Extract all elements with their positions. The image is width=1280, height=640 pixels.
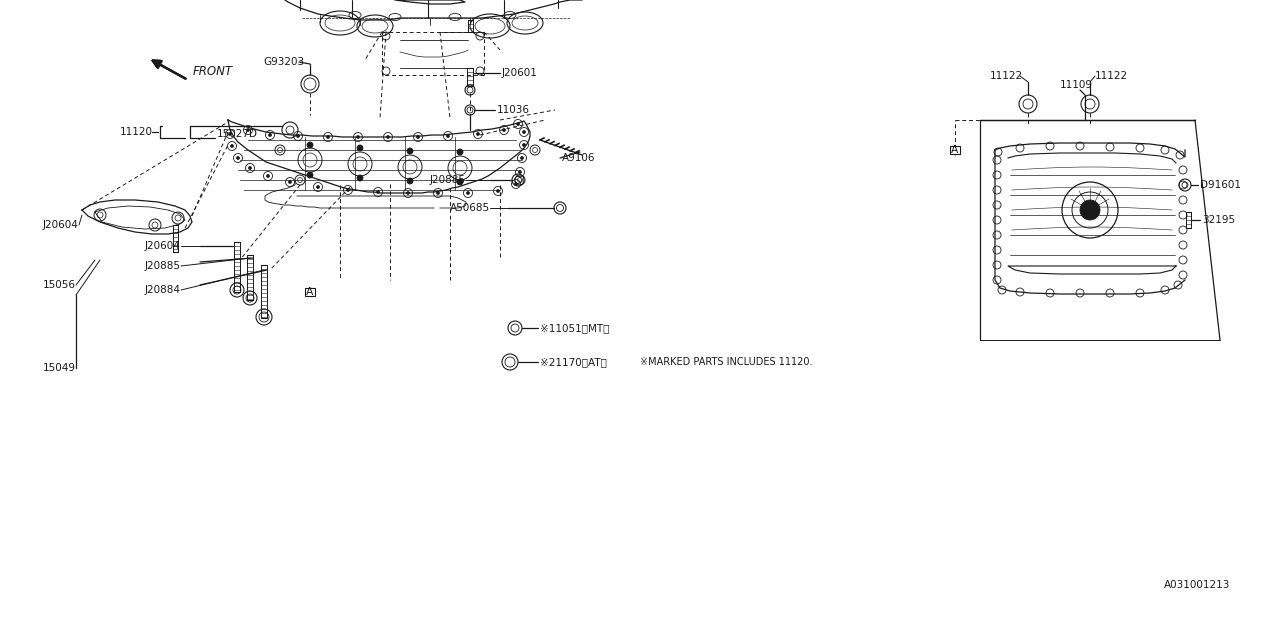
- Circle shape: [307, 142, 314, 148]
- Circle shape: [517, 122, 520, 125]
- Circle shape: [288, 180, 292, 184]
- Circle shape: [269, 134, 271, 136]
- Circle shape: [476, 132, 480, 136]
- Text: A031001213: A031001213: [1164, 580, 1230, 590]
- Text: 32195: 32195: [1202, 215, 1235, 225]
- Text: J20885: J20885: [145, 261, 180, 271]
- Circle shape: [497, 189, 499, 193]
- Text: 11036: 11036: [497, 105, 530, 115]
- Circle shape: [457, 179, 463, 185]
- Text: 11120: 11120: [120, 127, 154, 137]
- Circle shape: [387, 136, 389, 138]
- Circle shape: [416, 136, 420, 138]
- Circle shape: [347, 189, 349, 191]
- Circle shape: [297, 134, 300, 138]
- Text: 15027D: 15027D: [218, 129, 259, 139]
- Text: FRONT: FRONT: [193, 65, 233, 78]
- Text: J20884: J20884: [145, 285, 180, 295]
- Circle shape: [518, 170, 521, 173]
- Circle shape: [447, 134, 449, 138]
- Circle shape: [237, 157, 239, 159]
- Circle shape: [466, 191, 470, 195]
- Circle shape: [357, 145, 364, 151]
- Text: 11109: 11109: [1060, 80, 1093, 90]
- Text: 11122: 11122: [989, 71, 1023, 81]
- Text: G93203: G93203: [262, 57, 305, 67]
- Circle shape: [503, 129, 506, 131]
- Text: J20601: J20601: [502, 68, 538, 78]
- Text: 11122: 11122: [1094, 71, 1128, 81]
- Text: D91601: D91601: [1201, 180, 1242, 190]
- Circle shape: [229, 132, 232, 136]
- Circle shape: [515, 182, 517, 186]
- Circle shape: [266, 175, 270, 177]
- Circle shape: [457, 149, 463, 155]
- Circle shape: [357, 136, 360, 138]
- Circle shape: [247, 129, 250, 131]
- Circle shape: [1080, 200, 1100, 220]
- Circle shape: [522, 143, 526, 147]
- Text: A: A: [951, 145, 959, 155]
- Text: A: A: [306, 287, 314, 297]
- Circle shape: [436, 191, 439, 195]
- Bar: [305, 287, 315, 296]
- Bar: [950, 145, 960, 154]
- Circle shape: [407, 148, 413, 154]
- Text: J20885: J20885: [430, 175, 466, 185]
- Circle shape: [357, 175, 364, 181]
- Text: J20604: J20604: [44, 220, 79, 230]
- Text: ※21170〈AT〉: ※21170〈AT〉: [540, 357, 607, 367]
- Circle shape: [326, 136, 329, 138]
- Text: ※MARKED PARTS INCLUDES 11120.: ※MARKED PARTS INCLUDES 11120.: [640, 357, 813, 367]
- Circle shape: [248, 166, 251, 170]
- Text: ※11051〈MT〉: ※11051〈MT〉: [540, 323, 609, 333]
- Circle shape: [376, 191, 379, 193]
- Text: J20604: J20604: [145, 241, 180, 251]
- Text: 15049: 15049: [44, 363, 76, 373]
- Circle shape: [230, 145, 233, 147]
- Text: 15056: 15056: [44, 280, 76, 290]
- Circle shape: [316, 186, 320, 189]
- Circle shape: [407, 178, 413, 184]
- Circle shape: [407, 191, 410, 195]
- Circle shape: [522, 131, 526, 134]
- Circle shape: [521, 157, 524, 159]
- Circle shape: [307, 172, 314, 178]
- Text: A9106: A9106: [562, 153, 595, 163]
- Text: A50685: A50685: [451, 203, 490, 213]
